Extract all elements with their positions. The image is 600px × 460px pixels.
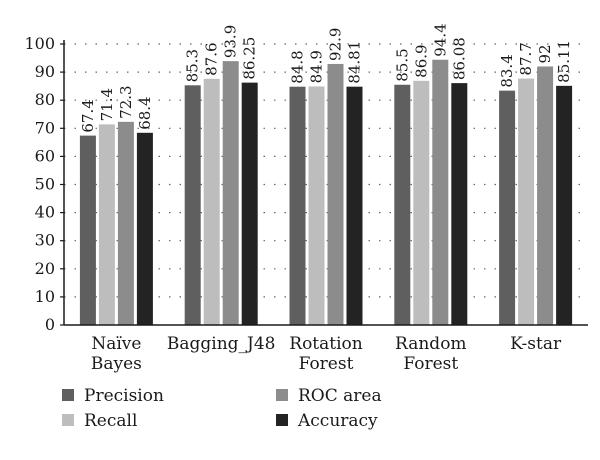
bar <box>222 61 239 326</box>
data-label: 86.08 <box>450 37 468 80</box>
y-tick-label: 60 <box>35 146 55 165</box>
bar <box>327 63 344 326</box>
bar <box>289 86 306 325</box>
bar <box>432 59 449 326</box>
bar <box>308 86 325 325</box>
category-label: Bayes <box>91 354 142 374</box>
data-label: 72.3 <box>117 85 135 118</box>
y-tick-label: 100 <box>24 34 55 53</box>
data-label: 87.6 <box>203 42 221 75</box>
category-label: Forest <box>299 354 354 374</box>
category-label: K-star <box>510 334 562 354</box>
bar <box>518 78 535 325</box>
bar <box>499 90 516 325</box>
data-label: 93.9 <box>222 25 240 58</box>
bar <box>241 82 258 325</box>
bar <box>203 78 220 326</box>
data-label: 94.4 <box>431 23 449 56</box>
data-label: 84.81 <box>346 41 364 84</box>
legend-swatch <box>276 389 288 401</box>
data-label: 92 <box>536 44 554 63</box>
y-tick-label: 0 <box>45 315 55 334</box>
legend-label: ROC area <box>298 386 382 406</box>
y-axis-ticks: 0 10 20 30 40 50 60 70 80 90 100 <box>24 34 55 334</box>
category-label: Random <box>395 334 467 354</box>
data-label: 71.4 <box>98 88 116 121</box>
data-label: 84.8 <box>289 50 307 83</box>
data-label: 86.25 <box>241 37 259 80</box>
legend-label: Recall <box>84 411 137 431</box>
bar <box>98 124 115 325</box>
data-label: 67.4 <box>79 99 97 132</box>
data-label: 92.9 <box>327 28 345 61</box>
bars <box>79 59 573 326</box>
legend-label: Accuracy <box>297 411 378 431</box>
data-label: 85.3 <box>184 49 202 82</box>
bar <box>346 86 363 325</box>
bar <box>136 132 153 325</box>
data-label: 83.4 <box>498 54 516 87</box>
category-label: Naïve <box>91 334 141 354</box>
axes <box>60 40 588 326</box>
y-tick-label: 50 <box>35 175 55 194</box>
bar <box>117 121 134 325</box>
bar <box>394 84 411 326</box>
bar <box>79 135 96 325</box>
data-labels: 67.4 71.4 72.3 68.485.3 87.693.9 86.25 84.8 84.… <box>79 23 573 132</box>
legend-label: Precision <box>84 386 164 406</box>
data-label: 85.11 <box>555 40 573 83</box>
bar <box>556 85 573 325</box>
y-tick-label: 20 <box>35 259 55 278</box>
legend-swatch <box>62 389 74 401</box>
category-label: Forest <box>403 354 458 374</box>
bar <box>413 80 430 325</box>
data-label: 87.7 <box>517 42 535 75</box>
legend-swatch <box>62 414 74 426</box>
legend: Precision Recall ROC area Accuracy <box>62 386 382 431</box>
y-tick-label: 40 <box>35 203 55 222</box>
category-label: Rotation <box>289 334 363 354</box>
y-tick-label: 70 <box>35 118 55 137</box>
y-tick-label: 90 <box>35 62 55 81</box>
bar <box>537 66 554 325</box>
data-label: 86.9 <box>412 44 430 77</box>
y-tick-label: 30 <box>35 231 55 250</box>
bar <box>451 83 468 325</box>
data-label: 84.9 <box>308 50 326 83</box>
data-label: 68.4 <box>136 96 154 129</box>
category-label: Bagging_J48 <box>167 334 276 354</box>
legend-swatch <box>276 414 288 426</box>
bar <box>184 85 201 325</box>
y-tick-label: 80 <box>35 90 55 109</box>
y-tick-label: 10 <box>35 287 55 306</box>
data-label: 85.5 <box>393 48 411 81</box>
